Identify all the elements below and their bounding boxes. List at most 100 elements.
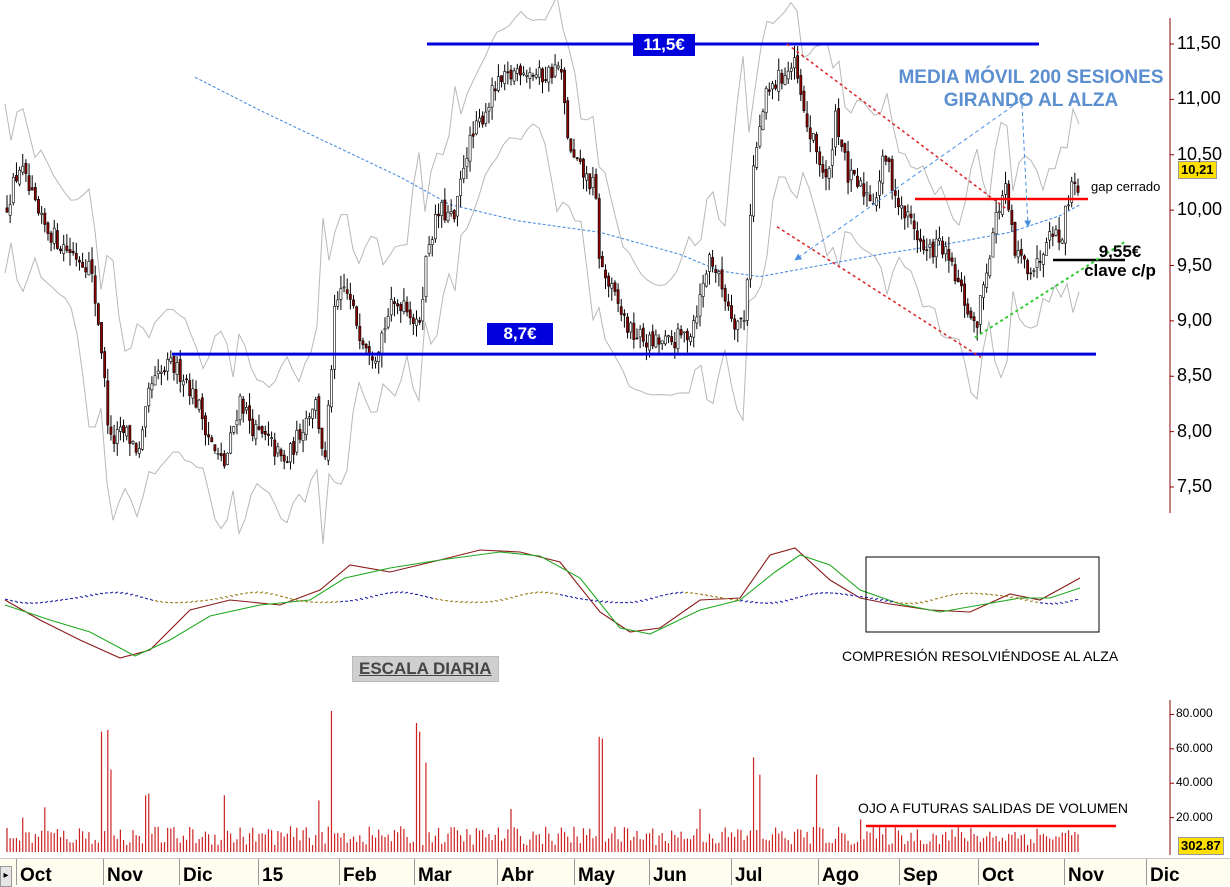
oscillator-blue-segment [60,599,63,600]
oscillator-olive-segment [335,601,338,602]
oscillator-blue-segment [770,602,773,603]
candle-body [567,101,569,138]
oscillator-blue-segment [340,601,343,602]
month-label: Ago [822,865,859,887]
candle-body [409,310,411,318]
candle-body [456,197,458,217]
oscillator-blue-segment [410,593,413,594]
candle-body [869,195,871,201]
oscillator-olive-segment [720,597,723,598]
candle-body [560,69,562,72]
candle-body [910,214,912,218]
oscillator-olive-segment [460,601,463,602]
candle-body [945,246,947,253]
candle-body [608,276,610,286]
candle-body [516,69,518,74]
candle-body [274,440,276,456]
candle-body [192,389,194,398]
oscillator-olive-segment [190,601,193,603]
candle-body [1045,243,1047,256]
candle-body [453,210,455,219]
candle-body [784,76,786,85]
oscillator-olive-segment [285,597,288,598]
candle-body [595,174,597,198]
candle-body [12,177,14,202]
candle-body [708,255,710,272]
oscillator-olive-segment [500,599,503,600]
oscillator-blue-segment [90,595,93,596]
candle-body [674,342,676,347]
oscillator-blue-segment [775,602,778,603]
candle-body [1030,273,1032,274]
candle-body [740,318,742,319]
candle-body [173,356,175,372]
candle-body [787,71,789,79]
candle-body [104,352,106,378]
candle-body [712,257,714,266]
oscillator-blue-segment [750,601,753,602]
candle-body [705,274,707,286]
oscillator-olive-segment [230,595,233,596]
candle-body [948,249,950,260]
oscillator-blue-segment [670,593,673,594]
candle-body [226,453,228,464]
candle-body [765,88,767,112]
oscillator-blue-segment [85,595,88,596]
candle-body [299,430,301,440]
oscillator-olive-segment [270,593,273,594]
candle-body [400,304,402,310]
candle-body [1020,249,1022,255]
candle-body [422,299,424,321]
candle-body [576,158,578,159]
candle-body [551,67,553,77]
candle-body [645,343,647,347]
oscillator-blue-segment [745,601,748,602]
candle-body [655,335,657,347]
oscillator-olive-segment [545,592,548,593]
oscillator-blue-segment [1060,602,1063,603]
oscillator-olive-segment [910,603,913,604]
candle-body [315,400,317,411]
oscillator-blue-segment [365,597,368,598]
oscillator-olive-segment [920,602,923,603]
month-label: Jun [653,865,687,887]
oscillator-blue-segment [675,592,678,593]
scroll-left-icon[interactable]: ▸ [0,866,12,887]
candle-body [160,372,162,373]
candle-body [850,170,852,180]
oscillator-olive-segment [445,600,448,601]
candle-body [831,150,833,166]
candle-body [891,159,893,190]
candle-body [324,451,326,457]
candle-body [66,246,68,250]
candle-body [1055,230,1057,236]
candle-body [69,250,71,253]
candle-body [806,114,808,127]
oscillator-blue-segment [120,592,123,593]
oscillator-blue-segment [1065,602,1068,603]
candle-body [504,71,506,83]
candle-body [957,278,959,282]
candle-body [179,359,181,381]
month-tick [497,859,498,885]
oscillator-blue-segment [370,596,373,597]
candle-body [195,389,197,407]
candle-body [828,169,830,179]
candle-body [866,192,868,194]
candle-body [661,341,663,344]
candle-body [699,295,701,316]
candle-body [201,398,203,419]
month-tick [1064,859,1065,885]
oscillator-olive-segment [510,597,513,598]
month-tick [16,859,17,885]
candle-body [1061,240,1063,243]
oscillator-olive-segment [1025,599,1028,600]
month-label: Nov [107,865,143,887]
candle-body [233,426,235,432]
month-label: Mar [418,865,452,887]
oscillator-blue-segment [30,603,33,604]
candle-body [1042,254,1044,264]
candle-body [938,238,940,241]
chart-axes [1170,18,1174,855]
candle-body [100,322,102,353]
